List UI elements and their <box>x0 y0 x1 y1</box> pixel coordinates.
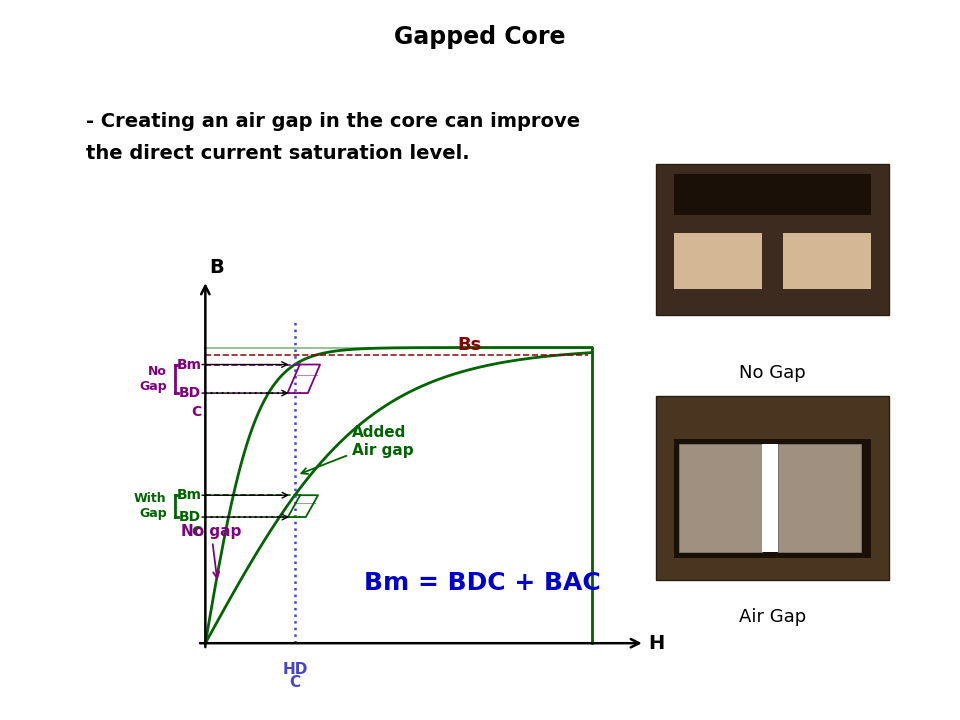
FancyBboxPatch shape <box>657 164 889 315</box>
Text: Air Gap: Air Gap <box>739 608 806 626</box>
FancyBboxPatch shape <box>762 444 778 552</box>
Text: - Creating an air gap in the core can improve: - Creating an air gap in the core can im… <box>86 112 581 130</box>
FancyBboxPatch shape <box>680 444 762 552</box>
Text: Bm = BDC + BAC: Bm = BDC + BAC <box>364 571 600 595</box>
Text: Added
Air gap: Added Air gap <box>301 426 414 474</box>
Text: C: C <box>191 405 202 418</box>
Text: C: C <box>191 525 202 539</box>
FancyBboxPatch shape <box>778 444 861 552</box>
Text: Bm: Bm <box>177 488 202 503</box>
Text: No Gap: No Gap <box>739 364 806 382</box>
FancyBboxPatch shape <box>657 396 889 580</box>
Text: Bs: Bs <box>458 336 482 354</box>
FancyBboxPatch shape <box>674 174 872 215</box>
Text: No
Gap: No Gap <box>139 365 167 393</box>
Text: BD: BD <box>180 510 202 524</box>
Text: H: H <box>649 634 665 653</box>
Text: HD: HD <box>282 662 307 677</box>
Text: Gapped Core: Gapped Core <box>395 25 565 49</box>
FancyBboxPatch shape <box>674 233 872 289</box>
Text: B: B <box>209 258 225 277</box>
Text: the direct current saturation level.: the direct current saturation level. <box>86 144 470 163</box>
Text: C: C <box>289 675 300 690</box>
FancyBboxPatch shape <box>762 233 783 289</box>
Text: Bm: Bm <box>177 358 202 372</box>
Text: BD: BD <box>180 386 202 400</box>
Text: With
Gap: With Gap <box>134 492 167 520</box>
FancyBboxPatch shape <box>674 439 872 558</box>
Text: No gap: No gap <box>180 523 241 578</box>
